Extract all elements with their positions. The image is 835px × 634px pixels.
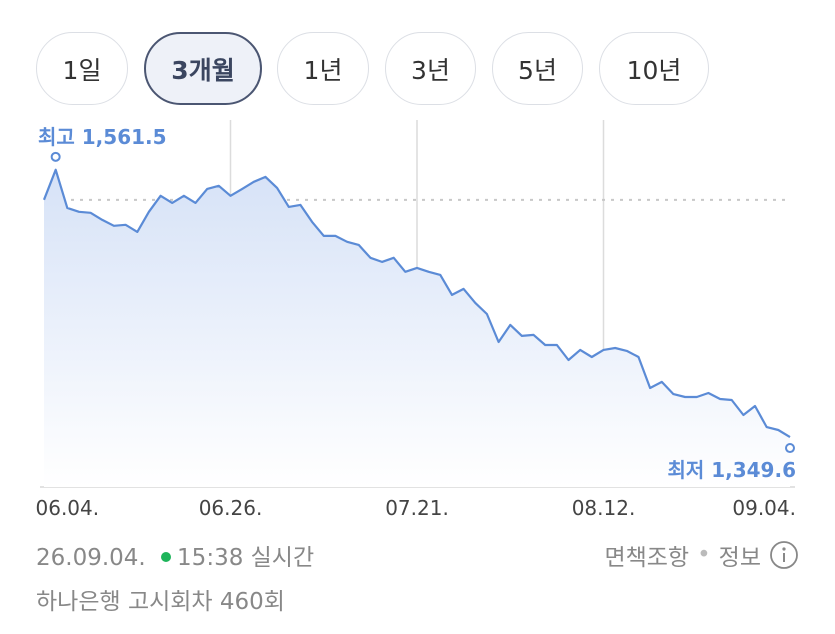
low-label: 최저 1,349.6 — [667, 458, 796, 482]
line — [42, 168, 791, 439]
x-tick-label: 09.04. — [732, 496, 796, 520]
separator: • — [697, 542, 711, 568]
area — [44, 169, 790, 488]
period-tab[interactable]: 3년 — [385, 32, 476, 105]
low-marker — [785, 443, 795, 454]
links: 면책조항 • 정보 — [604, 538, 799, 572]
live-dot — [161, 552, 172, 562]
period-tab[interactable]: 10년 — [599, 32, 709, 105]
period-tab[interactable]: 1년 — [277, 32, 369, 105]
time: 15:38 실시간 — [177, 545, 315, 571]
x-tick-label: 08.12. — [572, 496, 636, 520]
x-tick-label: 06.26. — [199, 496, 263, 520]
period-tab[interactable]: 1일 — [36, 32, 128, 105]
period-tab[interactable]: 3개월 — [144, 32, 262, 105]
date-row: 26.09.04. 15:38 실시간 — [36, 538, 314, 572]
x-tick-label: 07.21. — [385, 496, 449, 520]
high-marker — [50, 151, 61, 162]
x-tick-label: 06.04. — [36, 496, 100, 520]
date: 26.09.04. — [36, 545, 146, 571]
high-label: 최고 1,561.5 — [38, 125, 167, 149]
info[interactable]: 정보 — [718, 545, 761, 571]
disclaimer[interactable]: 면책조항 — [604, 545, 690, 571]
chart: 06.04. 06.26. 07.21. 08.12. 09.04. 최고 1,561.5… — [36, 120, 796, 520]
notice: 하나은행 고시회차 460회 — [36, 589, 285, 615]
period-tab[interactable]: 5년 — [492, 32, 583, 105]
info-icon[interactable] — [769, 540, 799, 570]
